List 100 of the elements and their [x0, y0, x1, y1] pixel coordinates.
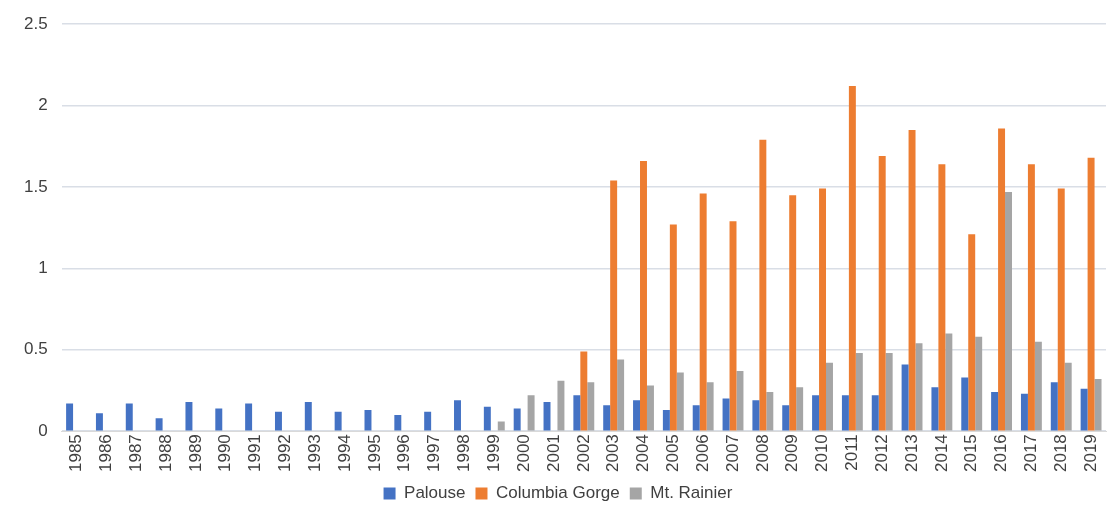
bar [841, 395, 849, 431]
bar [573, 395, 581, 431]
y-tick-label: 0.5 [23, 339, 48, 359]
legend-label: Mt. Rainier [650, 483, 733, 503]
x-tick-label: 1995 [364, 434, 384, 473]
bar [497, 421, 505, 431]
bar [610, 180, 618, 431]
x-tick-label: 2014 [931, 434, 951, 473]
bar [640, 160, 647, 431]
bar [782, 405, 790, 431]
bar [812, 395, 820, 431]
bar [1094, 379, 1102, 431]
bar [819, 188, 827, 431]
bar [1034, 341, 1042, 431]
x-tick-label: 1992 [275, 434, 295, 473]
bar [901, 364, 909, 431]
bar [885, 353, 893, 431]
legend-label: Columbia Gorge [495, 483, 620, 503]
y-tick-label: 2.5 [23, 13, 48, 33]
bar [662, 410, 670, 431]
x-tick-label: 1998 [454, 434, 474, 473]
x-tick-label: 1997 [424, 434, 444, 473]
bar [878, 156, 886, 431]
bar [998, 128, 1006, 431]
x-tick-label: 2019 [1080, 434, 1100, 473]
bar [334, 411, 342, 431]
bar [1087, 157, 1095, 431]
bar [633, 400, 641, 431]
x-tick-label: 1985 [66, 434, 86, 473]
bar [759, 139, 767, 431]
y-tick-label: 2 [38, 95, 48, 115]
x-tick-label: 2012 [871, 434, 891, 473]
bar [155, 418, 163, 431]
bar [245, 403, 253, 431]
x-tick-label: 1994 [334, 434, 354, 473]
bar [699, 193, 707, 431]
bar [1080, 388, 1088, 431]
x-tick-label: 1987 [125, 434, 145, 473]
x-tick-label: 2018 [1050, 434, 1070, 473]
bar [1005, 191, 1013, 431]
bar [991, 392, 999, 431]
bar [364, 410, 372, 431]
bar [848, 86, 856, 431]
x-tick-label: 2006 [692, 434, 712, 473]
x-tick-label: 1991 [245, 434, 265, 473]
bar [1020, 393, 1028, 431]
x-tick-label: 2010 [812, 434, 832, 473]
bar [646, 385, 654, 431]
x-tick-label: 2013 [901, 434, 921, 473]
bar [938, 164, 946, 431]
bar [706, 382, 714, 431]
x-tick-label: 1999 [483, 434, 503, 473]
bar [304, 401, 312, 431]
bar [961, 377, 969, 431]
bar [424, 411, 432, 431]
x-tick-label: 2002 [573, 434, 593, 473]
x-tick-label: 2016 [991, 434, 1011, 473]
x-tick-label: 1988 [155, 434, 175, 473]
x-tick-label: 1996 [394, 434, 414, 473]
bar [968, 234, 976, 431]
x-tick-label: 2003 [603, 434, 623, 473]
bar [95, 413, 103, 431]
bar [527, 395, 535, 431]
bar [871, 395, 879, 431]
x-tick-label: 2000 [513, 434, 533, 473]
bar [557, 380, 565, 431]
x-tick-label: 2017 [1021, 434, 1041, 473]
bar [789, 195, 797, 431]
bar [766, 392, 774, 431]
bar [603, 405, 611, 431]
x-tick-label: 2001 [543, 434, 563, 473]
bar [826, 362, 833, 431]
bar [587, 382, 595, 431]
y-tick-label: 0 [38, 420, 48, 440]
legend-label: Palouse [404, 483, 466, 503]
x-tick-label: 2011 [842, 434, 862, 471]
x-tick-label: 2005 [663, 434, 683, 473]
x-tick-label: 1989 [185, 434, 205, 473]
bar [274, 411, 282, 431]
bar [394, 414, 402, 431]
bar [513, 408, 521, 431]
x-tick-label: 2008 [752, 434, 772, 473]
bar [931, 387, 939, 431]
x-tick-label: 1986 [96, 434, 116, 473]
bar [580, 351, 588, 431]
y-tick-label: 1 [38, 258, 48, 278]
bar [483, 406, 491, 431]
bar [736, 370, 744, 431]
x-tick-label: 2007 [722, 434, 742, 473]
bar [66, 403, 74, 431]
x-tick-label: 1990 [215, 434, 235, 473]
bar [676, 372, 684, 431]
bar [796, 387, 804, 431]
bar [617, 359, 625, 431]
y-tick-label: 1.5 [23, 176, 48, 196]
x-tick-label: 2015 [961, 434, 981, 473]
bar [125, 403, 133, 431]
bar [215, 408, 223, 431]
bar [752, 400, 760, 431]
bar [669, 224, 677, 431]
